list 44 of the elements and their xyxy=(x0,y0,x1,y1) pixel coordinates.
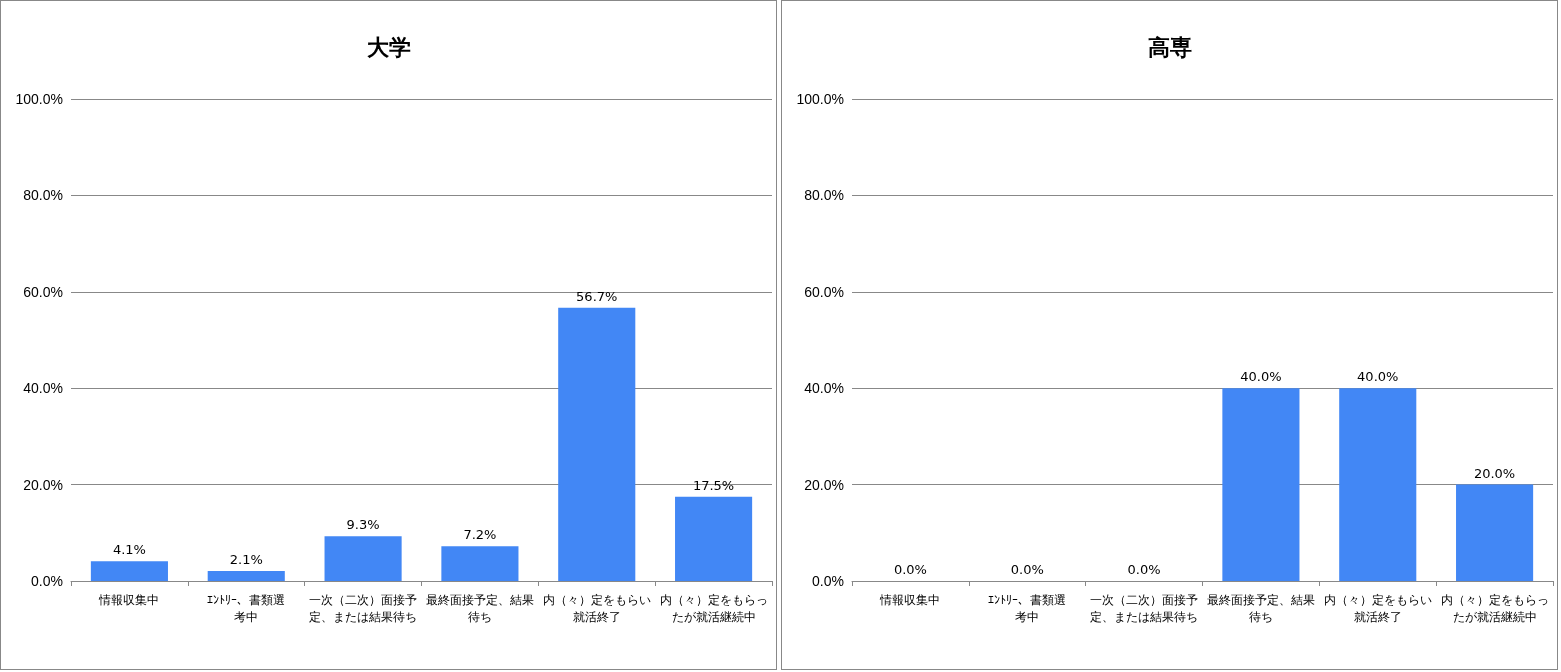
x-tick-label: 情報収集中 xyxy=(98,592,160,607)
y-tick-label: 20.0% xyxy=(804,476,844,493)
bar xyxy=(207,570,285,581)
x-tick-label: 内（々）定をもらったが就活継続中 xyxy=(1440,592,1549,624)
bar xyxy=(441,546,519,581)
y-tick-label: 0.0% xyxy=(31,573,63,589)
y-tick-label: 60.0% xyxy=(23,283,63,300)
data-label: 40.0% xyxy=(1357,369,1399,385)
chart-title: 大学 xyxy=(366,34,411,60)
data-label: 20.0% xyxy=(1473,465,1516,481)
x-tick-label: 最終面接予定、結果待ち xyxy=(1206,592,1315,624)
y-tick-label: 80.0% xyxy=(804,187,844,204)
bar xyxy=(558,307,636,581)
data-label: 0.0% xyxy=(1010,562,1044,577)
data-label: 17.5% xyxy=(692,477,735,493)
data-label: 7.2% xyxy=(463,527,497,543)
y-tick-label: 0.0% xyxy=(812,573,844,589)
x-tick-label: 一次（二次）面接予定、または結果待ち xyxy=(1090,592,1199,624)
data-label: 4.1% xyxy=(112,542,146,558)
y-tick-label: 80.0% xyxy=(23,187,63,204)
x-tick-label: ｴﾝﾄﾘｰ、書類選考中 xyxy=(988,592,1067,624)
x-tick-label: ｴﾝﾄﾘｰ、書類選考中 xyxy=(207,592,286,624)
data-label: 0.0% xyxy=(893,562,927,577)
bar xyxy=(675,496,753,581)
data-label: 40.0% xyxy=(1240,369,1282,385)
data-label: 9.3% xyxy=(346,517,380,533)
x-tick-label: 内（々）定をもらったが就活継続中 xyxy=(659,592,768,624)
x-tick-label: 内（々）定をもらい就活終了 xyxy=(1323,592,1432,624)
x-tick-label: 一次（二次）面接予定、または結果待ち xyxy=(309,592,418,624)
bar xyxy=(90,561,168,581)
x-tick-label: 情報収集中 xyxy=(879,592,941,607)
y-tick-label: 40.0% xyxy=(804,380,844,397)
chart-title: 高専 xyxy=(1147,34,1192,60)
data-label: 2.1% xyxy=(229,551,263,567)
x-tick-label: 内（々）定をもらい就活終了 xyxy=(542,592,651,624)
bar xyxy=(324,536,402,581)
y-tick-label: 100.0% xyxy=(796,91,844,107)
x-tick-label: 最終面接予定、結果待ち xyxy=(425,592,534,624)
y-tick-label: 60.0% xyxy=(804,283,844,300)
y-tick-label: 100.0% xyxy=(15,91,63,107)
y-tick-label: 40.0% xyxy=(23,380,63,397)
data-label: 0.0% xyxy=(1127,562,1161,577)
y-tick-label: 20.0% xyxy=(23,476,63,493)
data-label: 56.7% xyxy=(576,288,618,304)
